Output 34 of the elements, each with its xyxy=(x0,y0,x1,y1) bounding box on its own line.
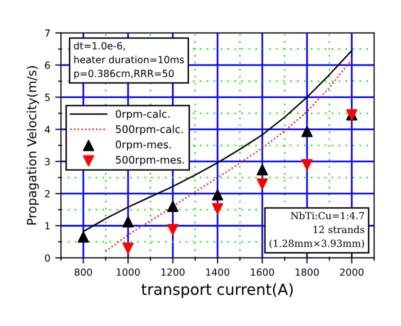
x-tick-label: 1600 xyxy=(250,268,274,276)
x-tick-label: 1800 xyxy=(296,268,319,276)
x-tick-label: 1000 xyxy=(116,268,140,276)
point xyxy=(167,224,178,236)
point xyxy=(212,203,224,214)
y-tick-label: 2 xyxy=(45,190,50,198)
x-tick-label: 2000 xyxy=(340,268,364,276)
point xyxy=(301,159,313,170)
y-tick-label: 3 xyxy=(45,158,50,166)
point xyxy=(256,178,268,190)
point xyxy=(167,200,178,212)
y-tick-label: 1 xyxy=(45,222,50,230)
point xyxy=(212,189,224,200)
point xyxy=(122,216,134,228)
y-tick-label: 4 xyxy=(44,126,50,134)
point xyxy=(78,231,89,243)
x-tick-label: 1400 xyxy=(206,268,230,276)
y-tick-label: 0 xyxy=(44,254,50,262)
legend-label: 0rpm-mes. xyxy=(116,140,171,150)
point xyxy=(301,126,313,138)
annotation: NbTi:Cu=1:4.7 12 strands (1.28mm×3.93mm) xyxy=(270,212,364,248)
point xyxy=(122,242,134,254)
legend-label: 500rpm-calc. xyxy=(116,125,183,136)
y-tick-label: 5 xyxy=(45,94,50,102)
legend-label: 0rpm-calc. xyxy=(116,110,170,120)
x-axis-title: transport current(A) xyxy=(141,283,293,298)
y-tick-label: 7 xyxy=(45,30,50,37)
x-tick-label: 1200 xyxy=(162,268,185,276)
point xyxy=(256,164,268,176)
x-tick-label: 800 xyxy=(74,268,92,276)
legend-label: 500rpm-mes. xyxy=(116,156,184,166)
annotation: dt=1.0e-6, heater duration=10ms p=0.386cm,RRR=50 xyxy=(74,42,184,80)
y-axis-title: Propagation Velocity(m/s) xyxy=(26,66,39,224)
y-tick-label: 6 xyxy=(45,62,50,69)
